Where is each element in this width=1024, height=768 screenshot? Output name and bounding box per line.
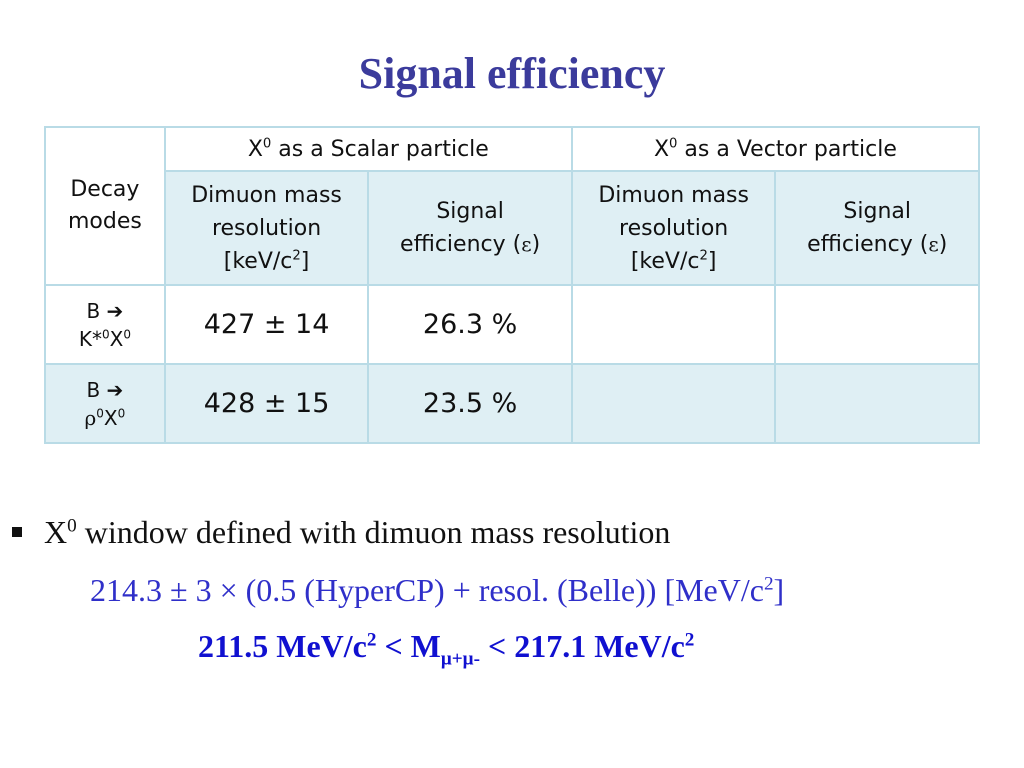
vector-particle-header: X0 as a Vector particle [570,126,981,172]
mass-variable-sub: μ+μ- [440,648,480,670]
scalar-signal-header: Signal efficiency (ε) [367,170,573,286]
bullet-point: X0 window defined with dimuon mass resol… [12,514,670,551]
resolution-cell: 427 ± 14 [163,284,370,365]
vector-x-label: X [653,136,670,162]
vector-x-sup: 0 [669,136,678,152]
mass-upper-sup: 2 [684,629,695,651]
decay-mode-sup1: 0 [101,326,110,341]
dimuon-unit: [keV/c [223,248,293,274]
vector-header-text: as a Vector particle [677,136,897,162]
signal-line2-close: ) [938,232,948,257]
dimuon-unit-close: ] [707,248,717,274]
resolution-cell: 428 ± 15 [163,363,370,444]
dimuon-unit-sup: 2 [292,248,301,264]
window-formula-text: 214.3 ± 3 × (0.5 (HyperCP) + resol. (Bel… [90,572,764,608]
scalar-dimuon-header: Dimuon mass resolution [keV/c2] [163,170,370,286]
decay-mode-line1: B ➔ [86,298,124,323]
epsilon-symbol: ε [521,232,532,256]
efficiency-cell: 23.5 % [367,363,573,444]
decay-mode-sup2: 0 [123,326,131,341]
scalar-header-text: as a Scalar particle [271,136,489,162]
signal-line1: Signal [436,199,504,224]
vector-resolution-cell [570,363,777,444]
decay-mode-sup1: 0 [96,405,104,420]
decay-mode-x: X [103,405,118,430]
scalar-x-label: X [247,136,263,162]
efficiency-table: Decay modes X0 as a Scalar particle X0 a… [44,126,981,444]
bullet-text: window defined with dimuon mass resoluti… [76,514,671,550]
efficiency-cell: 26.3 % [367,284,573,365]
mass-lower-bound: 211.5 MeV/c [198,628,367,664]
table-header-row-1: Decay modes X0 as a Scalar particle X0 a… [44,126,981,286]
dimuon-line2: resolution [211,215,322,241]
vector-signal-header: Signal efficiency (ε) [774,170,980,286]
epsilon-symbol: ε [928,232,939,256]
vector-resolution-cell [570,284,777,365]
dimuon-line2: resolution [619,215,729,241]
square-bullet-icon [12,526,22,537]
decay-mode-cell: B ➔ K*0X0 [44,284,166,365]
slide-title: Signal efficiency [358,49,666,98]
vector-efficiency-cell [774,363,980,444]
signal-line2: efficiency ( [400,232,522,257]
mass-lower-sup: 2 [366,629,377,651]
dimuon-unit-close: ] [300,248,310,274]
signal-line2-close: ) [531,232,541,257]
decay-mode-particle: K* [78,326,102,351]
window-formula-close: ] [773,572,785,608]
mass-variable: < M [376,628,441,664]
vector-efficiency-cell [774,284,980,365]
table-header-row-2: Dimuon mass resolution [keV/c2] Signal e… [45,170,980,286]
dimuon-line1: Dimuon mass [191,182,342,208]
mass-window-range: 211.5 MeV/c2 < Mμ+μ- < 217.1 MeV/c2 [198,628,695,668]
vector-dimuon-header: Dimuon mass resolution [keV/c2] [570,170,777,286]
decay-modes-header: Decay modes [44,126,166,286]
dimuon-line1: Dimuon mass [598,182,749,208]
scalar-x-sup: 0 [262,136,272,152]
scalar-particle-header: X0 as a Scalar particle [163,126,573,172]
window-formula: 214.3 ± 3 × (0.5 (HyperCP) + resol. (Bel… [90,572,784,609]
mass-upper-bound: < 217.1 MeV/c [479,628,685,664]
signal-line2: efficiency ( [807,232,929,257]
signal-line1: Signal [843,199,911,224]
decay-modes-label-2: modes [67,209,142,234]
table-row: B ➔ K*0X0 427 ± 14 26.3 % [44,284,980,365]
dimuon-unit-sup: 2 [699,248,708,264]
dimuon-unit: [keV/c [630,248,700,274]
decay-mode-line1: B ➔ [86,377,124,402]
decay-mode-cell: B ➔ ρ0X0 [44,363,166,444]
window-formula-sup: 2 [763,573,774,595]
decay-modes-label-1: Decay [70,177,140,202]
decay-mode-sup2: 0 [117,405,126,420]
bullet-x: X [44,514,68,550]
table-row: B ➔ ρ0X0 428 ± 15 23.5 % [44,363,980,444]
decay-mode-x: X [109,326,124,351]
bullet-x-sup: 0 [67,515,77,537]
decay-mode-particle: ρ [84,405,97,430]
